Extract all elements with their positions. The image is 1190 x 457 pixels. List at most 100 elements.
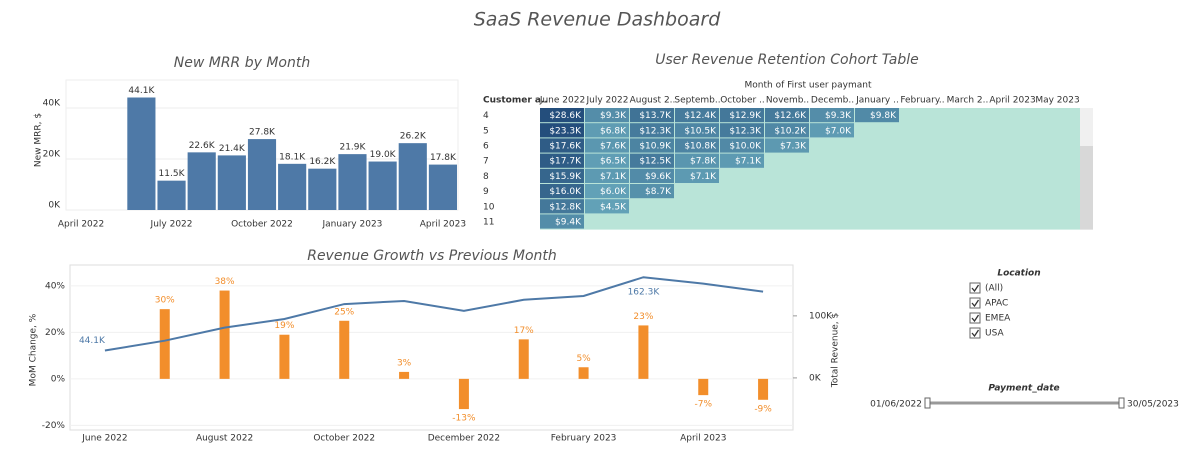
cell-value: $28.6K xyxy=(549,111,582,121)
cell-value: $12.4K xyxy=(684,111,717,121)
bar xyxy=(338,154,367,210)
cohort-cell xyxy=(540,168,584,183)
cell-value: $8.7K xyxy=(645,187,672,197)
checkbox-label: USA xyxy=(985,329,1004,339)
x-tick-label: January 2023 xyxy=(322,220,383,230)
cohort-cell xyxy=(540,123,584,138)
checkmark xyxy=(971,284,980,293)
cell-value: $12.5K xyxy=(639,157,672,167)
cell-value: $7.8K xyxy=(690,157,717,167)
checkbox-label: APAC xyxy=(985,299,1008,309)
cell-value: $9.6K xyxy=(645,172,672,182)
cohort-cell xyxy=(720,138,764,153)
bar xyxy=(159,309,170,379)
data-label: 22.6K xyxy=(189,141,216,151)
x-tick-label: April 2023 xyxy=(420,220,466,230)
y-tick-label: 20K xyxy=(43,149,61,159)
bar xyxy=(638,325,649,379)
cohort-cell xyxy=(765,123,809,138)
cell-value: $16.0K xyxy=(549,187,582,197)
cohort-cell xyxy=(540,138,584,153)
data-label: 16.2K xyxy=(309,157,336,167)
cohort-cell xyxy=(585,199,629,214)
cohort-cell xyxy=(630,123,674,138)
bar xyxy=(518,339,529,379)
data-label: 21.9K xyxy=(339,143,366,153)
y-tick-label: -20% xyxy=(42,421,66,431)
filter-title: Location xyxy=(997,269,1040,279)
cohort-cell xyxy=(540,184,584,199)
chart-title: Revenue Growth vs Previous Month xyxy=(307,248,557,264)
cohort-cell xyxy=(675,123,719,138)
x-tick-label: October 2022 xyxy=(313,434,375,444)
cohort-cell xyxy=(675,108,719,123)
cohort-cell xyxy=(765,138,809,153)
cohort-cell xyxy=(585,123,629,138)
y2-tick-label: 0K xyxy=(809,373,822,383)
data-label: -7% xyxy=(694,400,712,410)
x-tick-label: July 2022 xyxy=(150,220,193,230)
cell-value: $6.0K xyxy=(600,187,627,197)
data-label: 17% xyxy=(514,326,534,336)
checkbox[interactable] xyxy=(969,312,981,324)
cohort-cell xyxy=(540,108,584,123)
cohort-cell xyxy=(585,153,629,168)
column-header: Septemb.. xyxy=(674,96,720,106)
bar xyxy=(187,152,216,210)
data-label: 26.2K xyxy=(400,132,427,142)
x-tick-label: August 2022 xyxy=(196,434,253,444)
cell-value: $7.3K xyxy=(780,142,807,152)
row-label: 5 xyxy=(483,126,489,136)
slider-handle[interactable] xyxy=(1118,397,1125,409)
data-label: 21.4K xyxy=(219,144,246,154)
cohort-cell xyxy=(585,108,629,123)
bar xyxy=(247,139,277,210)
slider-handle[interactable] xyxy=(924,397,931,409)
bar xyxy=(398,143,427,210)
column-header: October .. xyxy=(720,96,765,106)
cell-value: $7.1K xyxy=(735,157,762,167)
cohort-cell xyxy=(630,184,674,199)
bar xyxy=(217,155,246,210)
column-header: May 2023 xyxy=(1035,96,1079,106)
data-label: 19% xyxy=(274,321,294,331)
x-tick-label: October 2022 xyxy=(231,220,293,230)
cell-value: $12.9K xyxy=(729,111,762,121)
cohort-cell xyxy=(540,153,584,168)
row-label: 10 xyxy=(483,202,495,212)
bar xyxy=(399,371,410,379)
checkbox[interactable] xyxy=(969,327,981,339)
cell-value: $7.0K xyxy=(825,126,852,136)
data-label: 162.3K xyxy=(628,288,661,298)
row-label: 6 xyxy=(483,142,489,152)
checkbox[interactable] xyxy=(969,297,981,309)
data-label: 19.0K xyxy=(370,150,397,160)
bar xyxy=(219,290,230,379)
data-label: 30% xyxy=(155,296,175,306)
bar xyxy=(578,367,589,379)
chart-title: New MRR by Month xyxy=(174,55,310,71)
cell-value: $12.6K xyxy=(774,111,807,121)
slider-start: 01/06/2022 xyxy=(870,400,922,410)
column-header: August 2.. xyxy=(630,96,676,106)
cohort-cell xyxy=(540,214,584,229)
bar xyxy=(279,334,290,379)
cell-value: $10.9K xyxy=(639,142,672,152)
checkbox[interactable] xyxy=(969,282,981,294)
y-axis-label: New MRR, $ xyxy=(34,113,44,167)
data-label: 25% xyxy=(334,307,354,317)
cell-value: $9.3K xyxy=(600,111,627,121)
bar xyxy=(339,320,350,379)
y-axis-label: MoM Change, % xyxy=(29,313,39,386)
data-label: 18.1K xyxy=(279,152,306,162)
column-header: Decemb.. xyxy=(811,96,854,106)
scrollbar-thumb xyxy=(1080,146,1093,230)
checkmark xyxy=(971,299,980,308)
row-header: Customer a.. xyxy=(483,96,548,106)
column-header: March 2.. xyxy=(947,96,989,106)
bar xyxy=(428,164,457,210)
cohort-cell xyxy=(585,138,629,153)
cell-value: $12.3K xyxy=(639,126,672,136)
y-tick-label: 40% xyxy=(45,281,65,291)
